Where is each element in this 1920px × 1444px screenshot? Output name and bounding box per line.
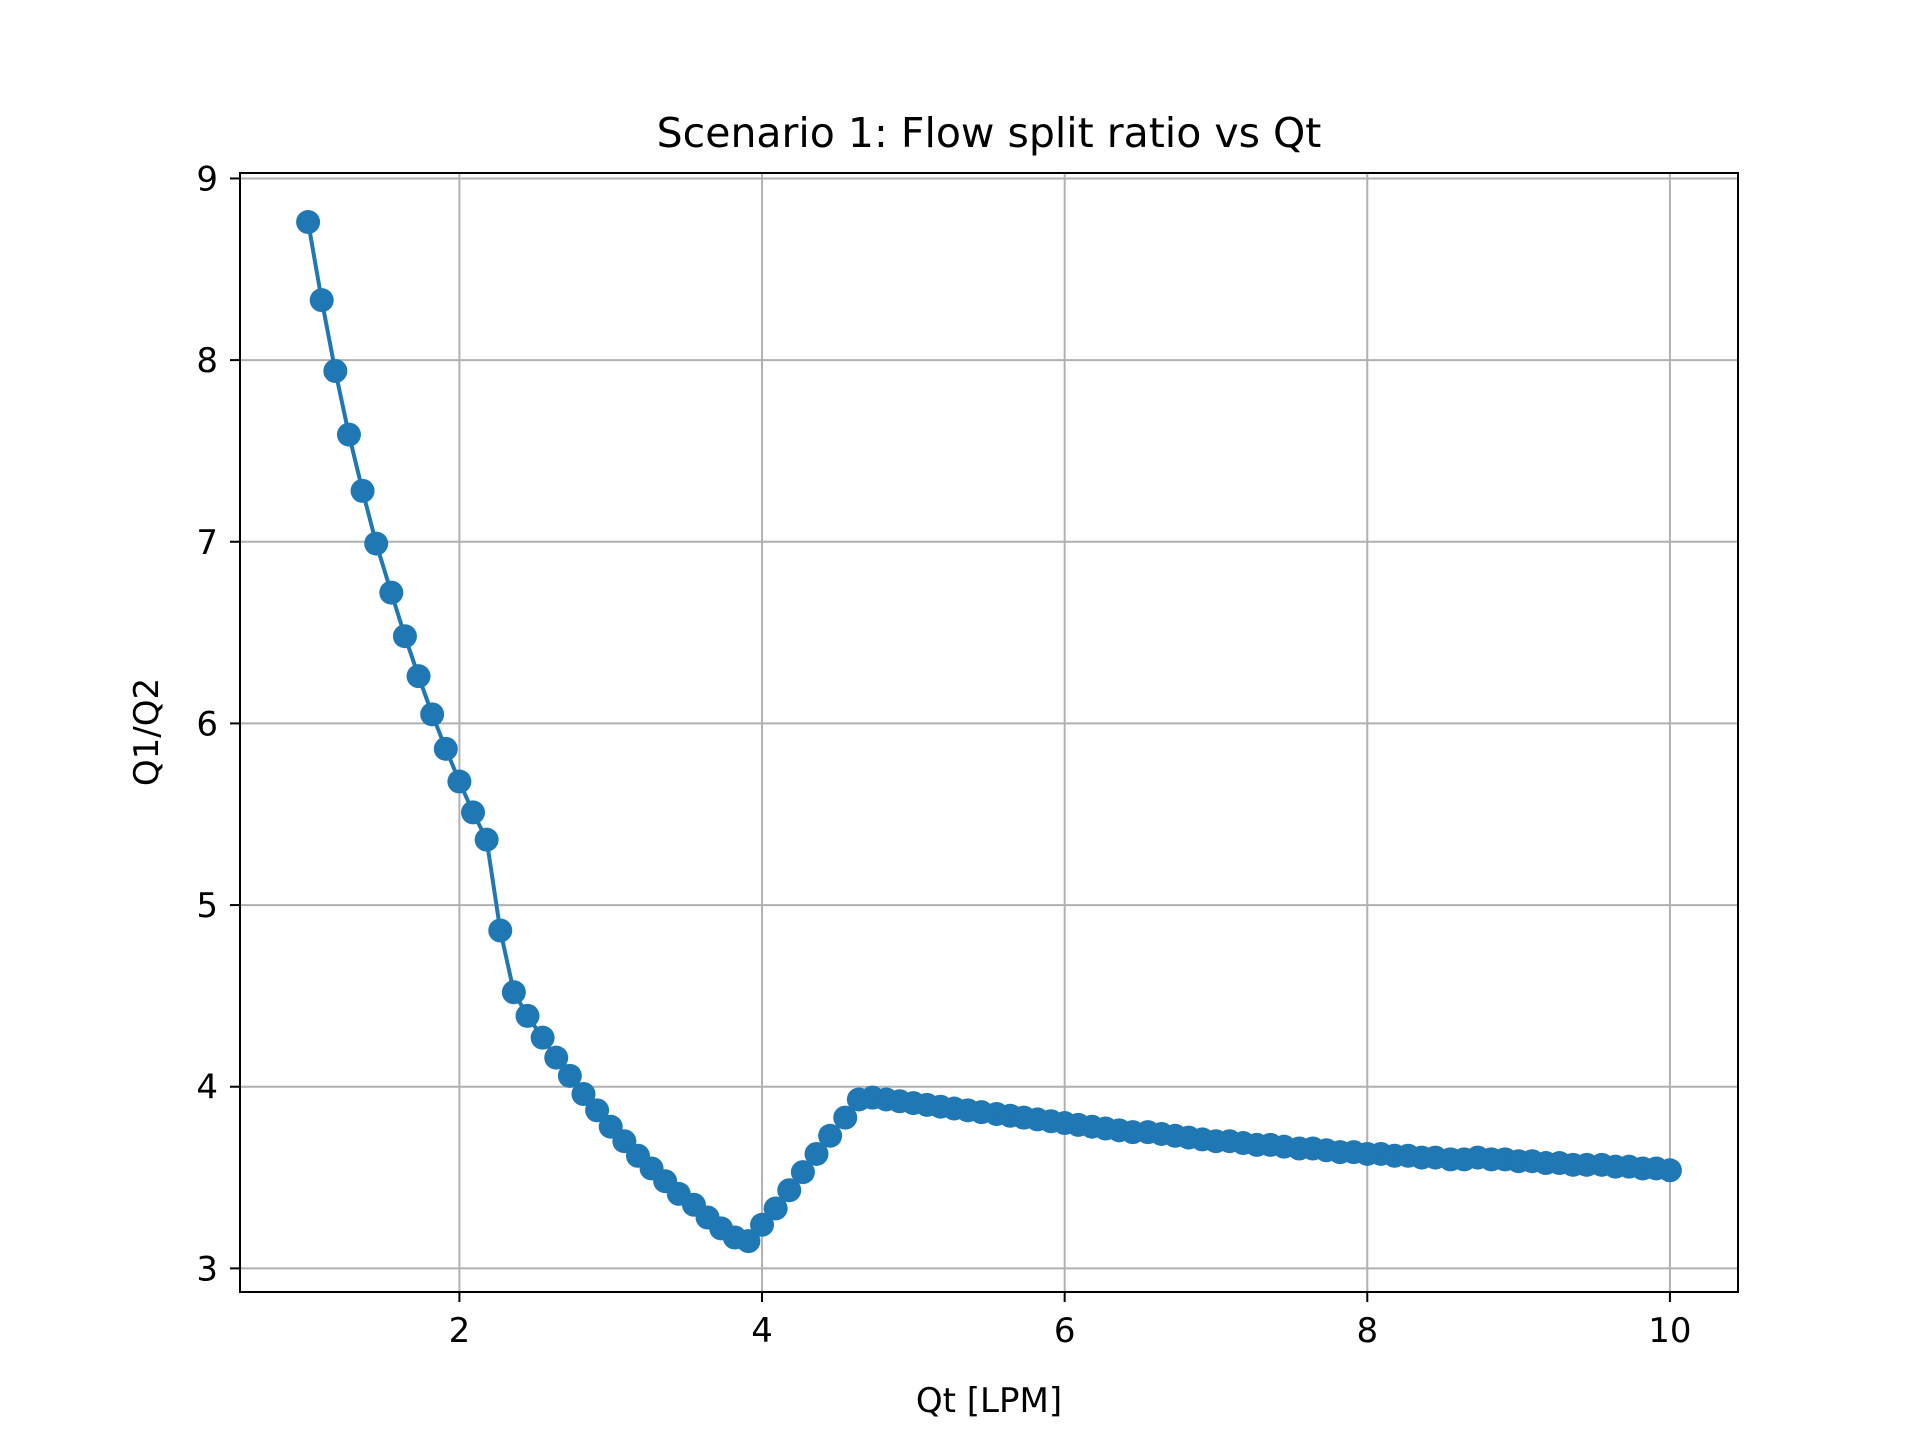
data-point <box>818 1123 843 1148</box>
data-point <box>336 422 361 447</box>
data-point <box>833 1105 858 1130</box>
data-point <box>323 359 348 384</box>
x-tick-label: 2 <box>449 1311 471 1351</box>
x-tick-label: 4 <box>751 1311 773 1351</box>
y-tick-label: 5 <box>196 886 218 926</box>
x-tick-label: 8 <box>1356 1311 1378 1351</box>
data-point <box>488 918 513 943</box>
data-point <box>461 800 486 825</box>
data-point <box>736 1229 761 1254</box>
data-point <box>571 1081 596 1106</box>
data-point <box>530 1025 555 1050</box>
y-tick-label: 8 <box>196 341 218 381</box>
data-point <box>406 664 431 689</box>
x-tick-label: 6 <box>1054 1311 1076 1351</box>
data-point <box>544 1045 569 1070</box>
chart-title: Scenario 1: Flow split ratio vs Qt <box>657 109 1322 157</box>
y-axis-label: Q1/Q2 <box>127 678 167 786</box>
series-group <box>296 210 1682 1254</box>
grid <box>240 173 1738 1292</box>
data-point <box>763 1196 788 1221</box>
y-tick-label: 9 <box>196 159 218 199</box>
data-point <box>379 580 404 605</box>
plot-frame <box>239 172 1739 1293</box>
y-tick-label: 7 <box>196 523 218 563</box>
data-point <box>392 624 417 649</box>
x-tick-label: 10 <box>1648 1311 1691 1351</box>
data-point <box>433 736 458 761</box>
data-point <box>750 1212 775 1237</box>
data-point <box>350 478 375 503</box>
data-point <box>474 827 499 852</box>
data-point <box>364 531 389 556</box>
data-point <box>296 210 321 235</box>
y-tick-label: 6 <box>196 704 218 744</box>
data-point <box>420 702 445 727</box>
data-point <box>501 980 526 1005</box>
data-point <box>309 288 334 313</box>
data-point <box>804 1141 829 1166</box>
data-point <box>447 769 472 794</box>
data-point <box>585 1098 610 1123</box>
y-tick-label: 3 <box>196 1249 218 1289</box>
data-point <box>1657 1158 1682 1183</box>
axis-ticks: 2 4 6 8 10 3 4 5 6 7 8 9 <box>196 159 1691 1351</box>
data-point <box>777 1178 802 1203</box>
data-point <box>557 1063 582 1088</box>
data-point <box>515 1003 540 1028</box>
series-line <box>306 221 1671 1244</box>
data-point <box>790 1160 815 1185</box>
x-axis-label: Qt [LPM] <box>916 1381 1062 1421</box>
y-tick-label: 4 <box>196 1068 218 1108</box>
